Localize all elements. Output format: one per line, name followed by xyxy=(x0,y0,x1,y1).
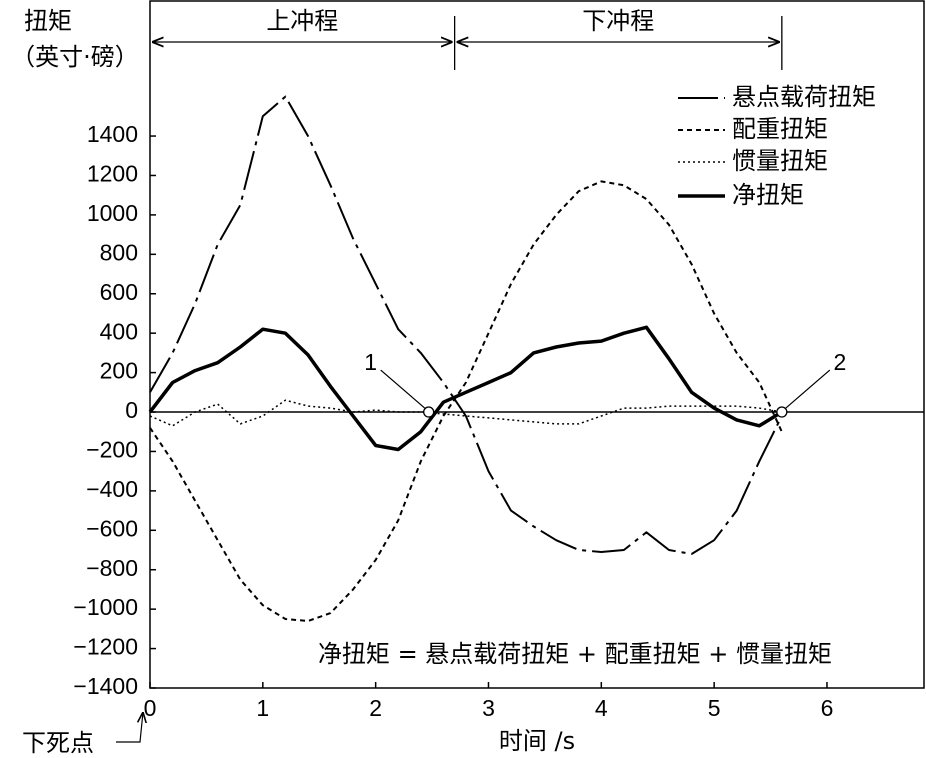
x-tick-label: 6 xyxy=(821,695,834,721)
marker-label: 1 xyxy=(364,349,377,375)
legend-label: 净扭矩 xyxy=(732,181,804,209)
y-tick-label: 1200 xyxy=(87,161,138,187)
origin-arrow xyxy=(116,712,143,743)
x-axis-label: 时间 /s xyxy=(499,727,575,755)
equation: 净扭矩 = 悬点载荷扭矩 + 配重扭矩 + 惯量扭矩 xyxy=(318,640,832,668)
plot-frame xyxy=(149,0,925,689)
y-tick-label: −200 xyxy=(86,437,138,463)
marker-point xyxy=(776,406,788,418)
marker-point xyxy=(423,406,435,418)
y-tick-label: 600 xyxy=(100,279,138,305)
y-tick-label: −600 xyxy=(86,515,138,541)
marker-leader xyxy=(785,369,831,409)
y-tick-label: 200 xyxy=(100,358,138,384)
y-tick-label: −400 xyxy=(86,476,138,502)
y-tick-label: 1000 xyxy=(87,200,138,226)
x-tick-label: 1 xyxy=(256,695,269,721)
x-tick-label: 2 xyxy=(369,695,382,721)
y-axis-label: 扭矩 xyxy=(24,7,72,35)
series-line xyxy=(149,180,783,622)
legend-label: 惯量扭矩 xyxy=(732,147,828,175)
marker-leader xyxy=(380,369,426,409)
y-tick-label: 1400 xyxy=(87,121,138,147)
stroke-label: 下冲程 xyxy=(582,7,654,35)
y-tick-label: −1200 xyxy=(73,634,138,660)
series-line xyxy=(149,95,783,555)
series-line xyxy=(148,325,783,452)
legend-label: 配重扭矩 xyxy=(732,115,828,143)
y-tick-label: 800 xyxy=(100,239,138,265)
marker-label: 2 xyxy=(833,349,846,375)
x-tick-label: 3 xyxy=(482,695,495,721)
x-tick-label: 4 xyxy=(595,695,608,721)
x-tick-label: 0 xyxy=(144,695,157,721)
y-tick-label: −1400 xyxy=(73,673,138,699)
y-tick-label: −800 xyxy=(86,555,138,581)
origin-note: 下死点 xyxy=(22,729,94,757)
y-axis-unit: （英寸·磅） xyxy=(11,43,139,71)
y-tick-label: −1000 xyxy=(73,594,138,620)
legend-label: 悬点载荷扭矩 xyxy=(732,83,876,111)
x-tick-label: 5 xyxy=(708,695,721,721)
stroke-label: 上冲程 xyxy=(266,7,338,35)
y-tick-label: 400 xyxy=(100,318,138,344)
series-line xyxy=(149,399,782,427)
y-tick-label: 0 xyxy=(125,397,138,423)
